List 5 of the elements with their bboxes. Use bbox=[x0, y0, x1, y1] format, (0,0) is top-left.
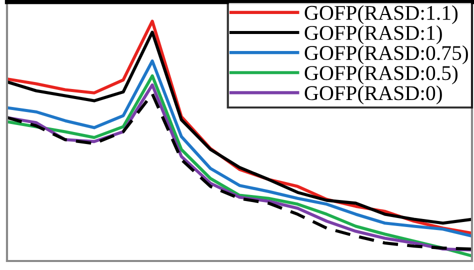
legend-label: GOFP(RASD:0.75) bbox=[304, 45, 468, 64]
legend-label: GOFP(RASD:0.5) bbox=[304, 65, 458, 84]
legend-label: GOFP(RASD:1) bbox=[304, 25, 442, 44]
legend-label: GOFP(RASD:0) bbox=[304, 86, 442, 104]
legend-label: GOFP(RASD:1.1) bbox=[304, 5, 458, 24]
